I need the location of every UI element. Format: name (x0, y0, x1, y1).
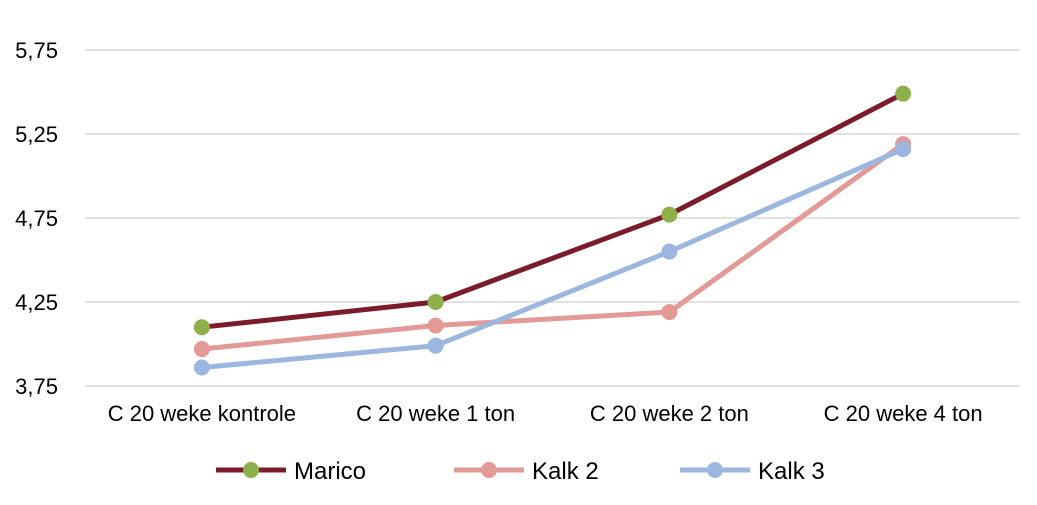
legend-label: Kalk 2 (532, 458, 599, 485)
data-point (427, 294, 444, 310)
data-point (193, 359, 210, 376)
x-tick-label: C 20 weke 1 ton (356, 401, 515, 426)
data-point (193, 341, 210, 358)
series-line-1 (199, 141, 906, 352)
legend-label: Marico (294, 458, 366, 485)
x-tick-label: C 20 weke 2 ton (590, 401, 749, 426)
legend-marker (481, 462, 497, 478)
legend-label: Kalk 3 (758, 458, 825, 485)
grid (85, 49, 1020, 387)
x-tick-label: C 20 weke 4 ton (824, 401, 983, 426)
data-point (895, 141, 912, 158)
series-line-0 (199, 91, 906, 330)
y-axis-ticks: 3,75 4,25 4,75 5,25 5,75 (15, 38, 58, 399)
legend-marker (243, 462, 259, 478)
legend: Marico Kalk 2 Kalk 3 (216, 458, 825, 485)
y-tick-label: 4,75 (15, 206, 58, 231)
data-point (427, 337, 444, 354)
y-tick-label: 5,25 (15, 122, 58, 147)
x-tick-label: C 20 weke kontrole (108, 401, 296, 426)
data-point (895, 85, 912, 102)
y-tick-label: 4,25 (15, 290, 58, 315)
data-point (661, 304, 678, 321)
series-lines (193, 85, 912, 376)
legend-marker (707, 462, 723, 478)
data-point (427, 317, 444, 334)
series-line-2 (199, 146, 906, 371)
data-point (661, 243, 678, 260)
y-tick-label: 5,75 (15, 38, 58, 63)
y-tick-label: 3,75 (15, 374, 58, 399)
data-point (661, 206, 678, 223)
data-point (193, 319, 210, 336)
x-axis-ticks: C 20 weke kontrole C 20 weke 1 ton C 20 we… (108, 401, 983, 426)
